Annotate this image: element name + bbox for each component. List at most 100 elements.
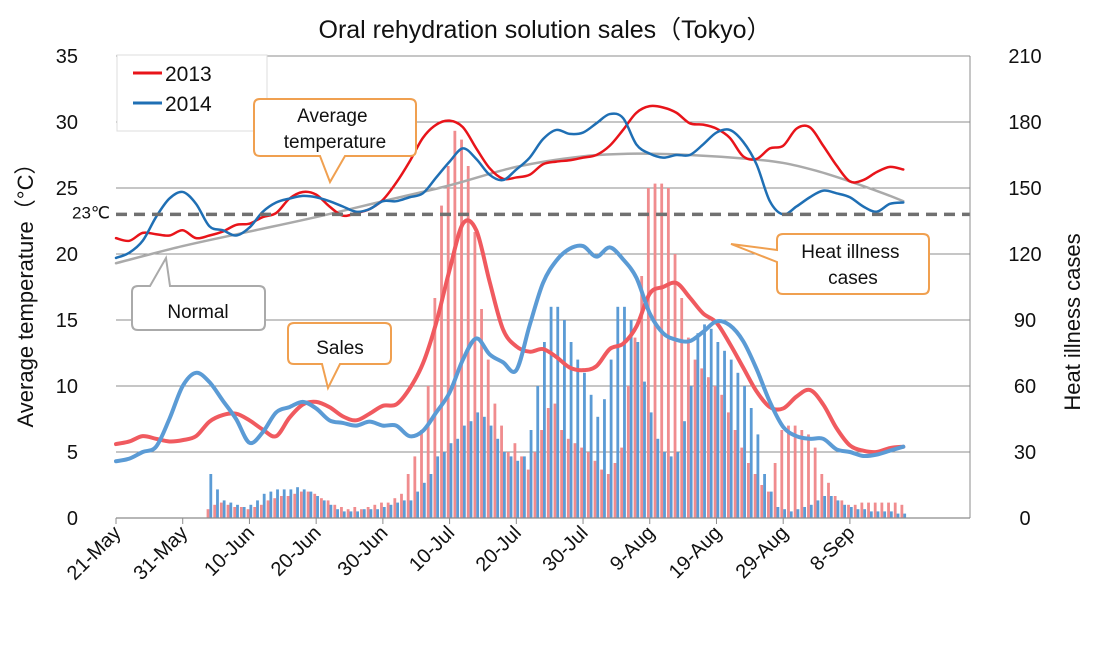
bar-2013 — [626, 386, 630, 518]
bar-2014 — [743, 386, 746, 518]
bar-2013 — [733, 430, 737, 518]
bar-2013 — [406, 474, 410, 518]
bar-2013 — [700, 368, 704, 518]
bar-2013 — [473, 232, 477, 518]
bar-2014 — [422, 482, 426, 518]
bar-2013 — [213, 504, 217, 518]
bar-2013 — [747, 463, 750, 518]
bar-2013 — [820, 474, 824, 518]
callout-heat-illness: Heat illness cases — [730, 233, 930, 295]
bar-2014 — [636, 342, 640, 518]
legend-label-2013: 2013 — [165, 63, 212, 86]
bar-2013 — [880, 502, 884, 518]
bar-2013 — [767, 491, 770, 518]
bar-2014 — [522, 456, 526, 518]
bar-2013 — [566, 438, 570, 518]
bar-2014 — [703, 324, 706, 518]
bar-2013 — [693, 359, 697, 518]
bar-2014 — [603, 399, 606, 518]
bar-2013 — [300, 491, 303, 518]
bar-2014 — [836, 500, 840, 518]
bar-2013 — [753, 474, 757, 518]
bar-2014 — [729, 359, 733, 518]
bar-2014 — [389, 504, 393, 518]
y-left-tick-label: 15 — [56, 310, 78, 332]
y-left-tick-label: 0 — [67, 508, 78, 530]
legend-label-2014: 2014 — [165, 93, 212, 116]
bar-2013 — [286, 496, 290, 518]
bar-2014 — [362, 509, 366, 518]
bar-2013 — [673, 254, 677, 518]
bar-2014 — [509, 456, 513, 518]
bar-2014 — [889, 511, 893, 518]
bar-2014 — [502, 452, 506, 518]
bar-2013 — [246, 509, 250, 518]
bar-2013 — [867, 502, 870, 518]
bar-2014 — [623, 306, 626, 518]
bar-2014 — [409, 500, 413, 518]
bar-2013 — [380, 502, 383, 518]
bar-2013 — [233, 507, 237, 518]
bar-2014 — [382, 507, 386, 518]
callout-average-temperature: Average temperature — [253, 98, 417, 185]
bar-2014 — [242, 507, 246, 518]
callout-bubble — [287, 322, 392, 391]
bar-2013 — [420, 430, 423, 518]
bar-2014 — [576, 359, 580, 518]
bar-2014 — [543, 342, 546, 518]
bar-2014 — [349, 511, 353, 518]
bar-2013 — [680, 298, 684, 518]
bar-2014 — [282, 489, 286, 518]
bar-2014 — [236, 504, 239, 518]
bar-2013 — [520, 456, 523, 518]
bar-2013 — [900, 504, 904, 518]
bars-2013-heat-illness — [206, 130, 904, 519]
bar-2014 — [496, 438, 500, 518]
bar-2014 — [416, 491, 420, 518]
bar-2013 — [807, 434, 810, 518]
bar-2013 — [273, 498, 277, 518]
bar-2014 — [489, 425, 493, 518]
bar-2014 — [849, 507, 853, 518]
bar-2014 — [649, 412, 653, 518]
bar-2014 — [262, 493, 266, 518]
bar-2014 — [796, 509, 800, 518]
bar-2014 — [783, 509, 786, 518]
bar-2014 — [756, 434, 760, 518]
bar-2013 — [393, 498, 397, 518]
callout-text: Sales — [316, 338, 364, 359]
bar-2014 — [736, 372, 740, 518]
bar-2013 — [653, 183, 657, 518]
bar-2013 — [426, 386, 430, 518]
bar-2014 — [529, 430, 533, 518]
bar-2013 — [706, 377, 710, 518]
bar-2014 — [269, 491, 273, 518]
bar-2013 — [540, 430, 543, 518]
bar-2013 — [313, 493, 317, 518]
bar-2013 — [553, 403, 557, 518]
line-2014-sales — [114, 243, 906, 464]
y-right-tick-label: 210 — [1008, 46, 1041, 68]
bar-2014 — [469, 421, 473, 518]
bars-2014-heat-illness — [209, 306, 907, 518]
bar-2014 — [869, 511, 873, 518]
callout-sales: Sales — [287, 322, 392, 391]
bar-2013 — [873, 502, 877, 518]
bar-2014 — [716, 342, 720, 518]
y-left-tick-label: 25 — [56, 178, 78, 200]
axes — [116, 56, 971, 519]
y-left-ticks: 0 5 10 15 20 25 30 35 — [56, 46, 78, 530]
bar-2013 — [660, 183, 664, 518]
bar-2014 — [536, 386, 540, 518]
bar-2014 — [843, 504, 847, 518]
bar-2013 — [893, 502, 897, 518]
bar-2014 — [829, 496, 833, 518]
bar-2013 — [433, 298, 437, 518]
bar-2013 — [560, 430, 564, 518]
bar-2014 — [723, 350, 726, 518]
bar-2014 — [863, 509, 867, 518]
bar-2013 — [239, 507, 243, 518]
bar-2014 — [876, 511, 880, 518]
bar-2013 — [606, 474, 610, 518]
bar-2014 — [676, 452, 680, 518]
